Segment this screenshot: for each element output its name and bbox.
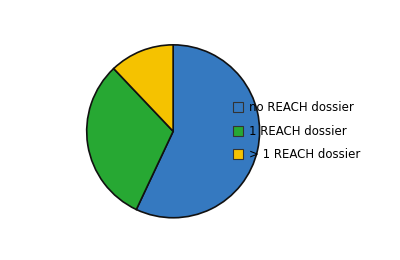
Legend: no REACH dossier, 1 REACH dossier, > 1 REACH dossier: no REACH dossier, 1 REACH dossier, > 1 R… — [233, 101, 361, 161]
Wedge shape — [114, 45, 173, 131]
Wedge shape — [87, 69, 173, 210]
Wedge shape — [136, 45, 260, 218]
